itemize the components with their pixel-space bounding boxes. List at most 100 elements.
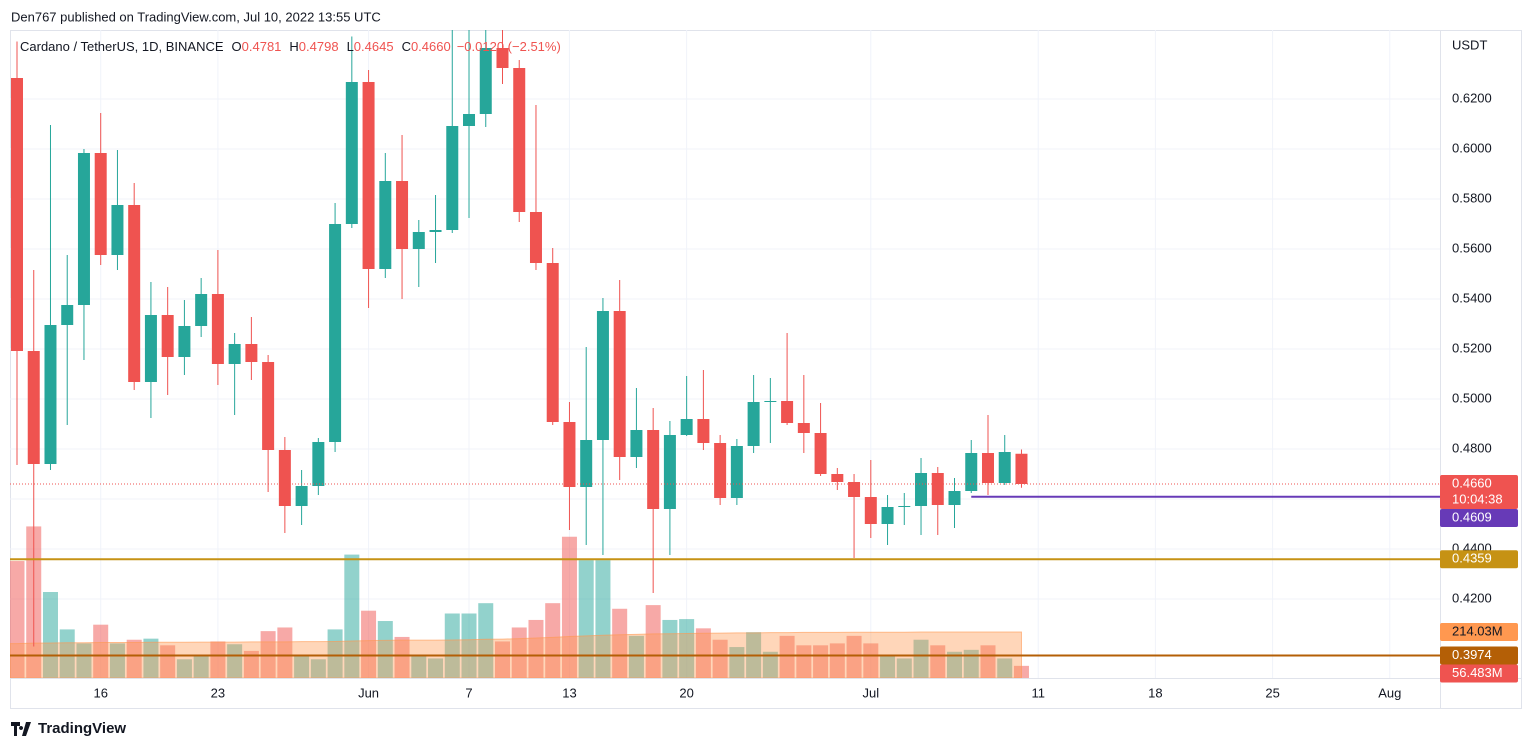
candle-body xyxy=(446,126,459,230)
volume-bar xyxy=(377,621,393,678)
y-tick-label: 0.5000 xyxy=(1452,390,1492,405)
brand-logo xyxy=(11,722,31,736)
candle-body xyxy=(864,497,877,524)
candle-body xyxy=(278,450,291,506)
volume-bar xyxy=(310,659,326,678)
candle-body xyxy=(915,473,928,506)
y-tick-label: 0.5800 xyxy=(1452,190,1492,205)
candle-body xyxy=(613,311,626,457)
l-value: 0.4645 xyxy=(354,39,394,54)
candle-body xyxy=(797,423,810,433)
candle-body xyxy=(647,430,660,509)
candle-body xyxy=(898,506,911,507)
x-tick-label: Jun xyxy=(358,685,379,700)
candle-body xyxy=(730,446,743,498)
candle-body xyxy=(931,473,944,505)
volume-bar xyxy=(126,639,142,678)
c-label: C xyxy=(402,39,411,54)
axes: 1623Jun71320Jul111825Aug0.42000.44000.46… xyxy=(93,90,1491,700)
price-label: 0.4359 xyxy=(1452,551,1492,566)
candle-body xyxy=(563,422,576,487)
candle-body xyxy=(262,362,275,450)
x-tick-label: Aug xyxy=(1378,685,1401,700)
candle-body xyxy=(580,440,593,487)
price-label-box xyxy=(1440,550,1518,569)
volume-bar xyxy=(344,554,360,678)
volume-bar xyxy=(193,656,209,678)
candle-body xyxy=(596,311,609,440)
price-label: 0.4660 xyxy=(1452,475,1492,490)
candle-body xyxy=(848,482,861,497)
candle-body xyxy=(513,68,526,212)
volume-bar xyxy=(361,610,377,678)
x-tick-label: 11 xyxy=(1031,685,1045,700)
candle-body xyxy=(44,325,57,464)
change: −0.0120 (−2.51%) xyxy=(457,39,561,54)
candle-body xyxy=(11,78,23,351)
o-label: O xyxy=(232,39,242,54)
candle-body xyxy=(77,153,90,305)
price-label-box xyxy=(1440,475,1518,509)
candle-body xyxy=(128,205,141,382)
x-tick-label: 16 xyxy=(93,685,107,700)
candle-body xyxy=(496,48,509,68)
candle-body xyxy=(663,435,676,509)
volume-bar xyxy=(896,658,912,678)
y-tick-label: 0.4200 xyxy=(1452,590,1492,605)
candle-body xyxy=(529,212,542,263)
y-tick-label: 0.4800 xyxy=(1452,440,1492,455)
candle-body xyxy=(61,305,74,325)
x-tick-label: 25 xyxy=(1265,685,1279,700)
price-label-box xyxy=(1440,646,1518,665)
candle-body xyxy=(764,401,777,402)
volume-bar xyxy=(511,627,527,678)
candle-body xyxy=(463,114,476,126)
candle-body xyxy=(312,442,325,486)
volume-bar xyxy=(227,644,243,678)
y-tick-label: 0.5200 xyxy=(1452,340,1492,355)
candle-body xyxy=(329,224,342,442)
candle-body xyxy=(998,452,1011,483)
volume-bar xyxy=(444,613,460,678)
volume-bar xyxy=(578,560,594,678)
volume-bar xyxy=(980,645,996,678)
volume-bar xyxy=(779,635,795,678)
candle-body xyxy=(94,153,107,255)
volume-bar xyxy=(595,560,611,678)
price-label-box xyxy=(1440,664,1518,683)
volume-bar xyxy=(612,608,628,678)
volume-bar xyxy=(963,649,979,678)
volume-bar xyxy=(528,619,544,678)
x-tick-label: 13 xyxy=(562,685,576,700)
volume-bar xyxy=(143,638,159,678)
volume-bar xyxy=(243,650,259,678)
chart-frame xyxy=(10,30,1522,709)
price-label: 0.3974 xyxy=(1452,647,1492,662)
c-value: 0.4660 xyxy=(411,39,451,54)
candle-body xyxy=(228,344,241,364)
price-label-box xyxy=(1440,622,1518,641)
candle-body xyxy=(965,453,978,491)
volume-bar xyxy=(210,641,226,678)
volume-bar xyxy=(712,639,728,678)
l-label: L xyxy=(347,39,354,54)
volume-bar xyxy=(846,635,862,678)
volume-bar xyxy=(10,561,25,678)
x-tick-label: 23 xyxy=(211,685,225,700)
volume-bar xyxy=(93,624,109,678)
volume-bar xyxy=(662,619,678,678)
candle-body xyxy=(111,205,124,255)
candle-body xyxy=(362,82,375,269)
candle-body xyxy=(245,344,258,362)
y-tick-label: 0.6200 xyxy=(1452,90,1492,105)
candle-body xyxy=(831,474,844,482)
candle-body xyxy=(396,181,409,249)
volume-bar xyxy=(695,628,711,678)
volume-bar xyxy=(561,536,577,678)
volume-bar xyxy=(59,629,75,678)
x-tick-label: 7 xyxy=(465,685,472,700)
brand: TradingView xyxy=(38,720,126,737)
candle-body xyxy=(379,181,392,269)
x-tick-label: 18 xyxy=(1148,685,1162,700)
